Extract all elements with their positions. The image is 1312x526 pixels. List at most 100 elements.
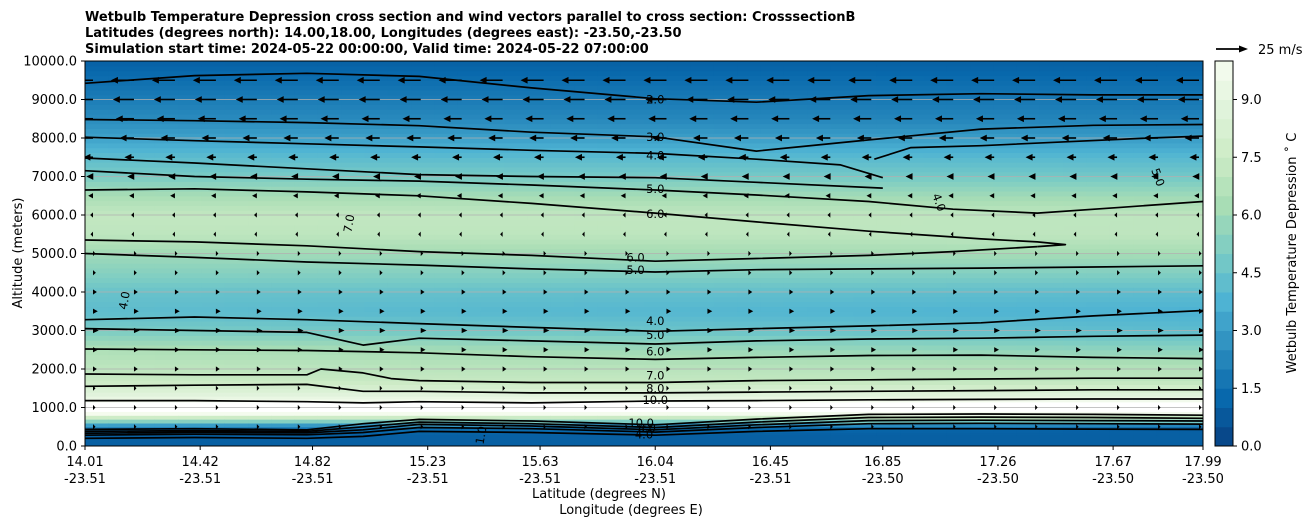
field-cell xyxy=(644,296,668,303)
field-cell xyxy=(667,248,692,255)
field-cell xyxy=(993,263,1018,269)
field-cell xyxy=(317,215,342,221)
field-cell xyxy=(970,354,994,360)
wind-arrow-head xyxy=(1148,153,1156,161)
field-cell xyxy=(294,432,319,436)
field-cell xyxy=(644,359,668,365)
field-cell xyxy=(667,395,692,400)
field-cell xyxy=(434,142,459,149)
field-cell xyxy=(201,410,226,412)
field-cell xyxy=(248,411,272,416)
field-cell xyxy=(224,306,249,312)
field-cell xyxy=(387,272,412,279)
field-cell xyxy=(504,152,529,158)
field-cell xyxy=(574,128,599,134)
field-cell xyxy=(737,330,762,336)
field-cell xyxy=(783,409,808,411)
wind-arrow-head xyxy=(481,96,489,103)
field-cell xyxy=(480,306,505,312)
field-cell xyxy=(1109,325,1134,332)
field-cell xyxy=(1179,340,1203,346)
field-cell xyxy=(1109,258,1134,264)
field-cell xyxy=(644,113,668,120)
wind-arrow-head xyxy=(625,250,629,257)
field-cell xyxy=(830,258,855,264)
field-cell xyxy=(1179,85,1203,91)
contour-line-4.0 xyxy=(85,422,1203,437)
field-cell xyxy=(1063,104,1088,110)
field-cell xyxy=(201,359,226,365)
field-cell xyxy=(876,440,901,444)
field-cell xyxy=(713,171,738,178)
field-cell xyxy=(108,287,133,293)
field-cell xyxy=(131,409,156,411)
field-cell xyxy=(830,61,855,67)
field-cell xyxy=(667,219,692,226)
field-cell xyxy=(364,70,389,77)
field-cell xyxy=(853,434,878,438)
field-cell xyxy=(1179,200,1203,206)
field-cell xyxy=(853,75,878,81)
field-cell xyxy=(667,118,692,125)
field-cell xyxy=(946,190,971,197)
field-cell xyxy=(597,316,622,322)
field-cell xyxy=(1063,407,1088,410)
field-cell xyxy=(1133,349,1158,356)
field-cell xyxy=(364,224,389,231)
field-cell xyxy=(993,422,1018,428)
field-cell xyxy=(830,224,855,231)
field-cell xyxy=(178,388,203,393)
field-cell xyxy=(387,65,412,72)
field-cell xyxy=(853,277,878,283)
field-cell xyxy=(317,272,342,279)
field-cell xyxy=(993,195,1018,202)
field-cell xyxy=(783,443,808,446)
wind-arrow-head xyxy=(868,212,872,218)
field-cell xyxy=(1133,94,1158,101)
field-cell xyxy=(457,128,482,134)
field-cell xyxy=(1156,128,1181,134)
field-cell xyxy=(946,166,971,173)
field-cell xyxy=(434,340,459,346)
field-cell xyxy=(550,282,575,288)
field-cell xyxy=(294,316,319,322)
field-cell xyxy=(970,200,994,206)
field-cell xyxy=(178,166,203,173)
field-cell xyxy=(876,239,901,245)
field-cell xyxy=(597,410,622,412)
field-cell xyxy=(364,181,389,187)
field-cell xyxy=(1179,190,1203,197)
field-cell xyxy=(574,162,599,168)
field-cell xyxy=(923,364,948,370)
field-cell xyxy=(364,263,389,269)
field-cell xyxy=(830,430,855,434)
field-cell xyxy=(85,426,109,430)
field-cell xyxy=(876,364,901,370)
field-cell xyxy=(597,325,622,332)
field-cell xyxy=(970,344,994,351)
field-cell xyxy=(1109,272,1134,279)
field-cell xyxy=(387,354,412,360)
field-cell xyxy=(853,384,878,389)
field-cell xyxy=(830,152,855,158)
field-cell xyxy=(1016,133,1041,139)
field-cell xyxy=(317,415,342,420)
field-cell xyxy=(620,344,645,351)
wind-arrow-head xyxy=(1143,134,1151,142)
field-cell xyxy=(900,224,925,231)
field-cell xyxy=(178,99,203,105)
field-cell xyxy=(1179,325,1203,332)
field-cell xyxy=(248,171,272,178)
field-cell xyxy=(550,430,575,434)
field-cell xyxy=(690,409,715,411)
field-cell xyxy=(527,277,552,283)
field-cell xyxy=(364,162,389,168)
field-cell xyxy=(1133,195,1158,202)
field-cell xyxy=(574,109,599,115)
field-cell xyxy=(108,443,133,446)
field-cell xyxy=(970,401,994,406)
field-cell xyxy=(480,340,505,346)
field-cell xyxy=(364,215,389,221)
field-cell xyxy=(248,388,272,393)
field-cell xyxy=(1133,181,1158,187)
